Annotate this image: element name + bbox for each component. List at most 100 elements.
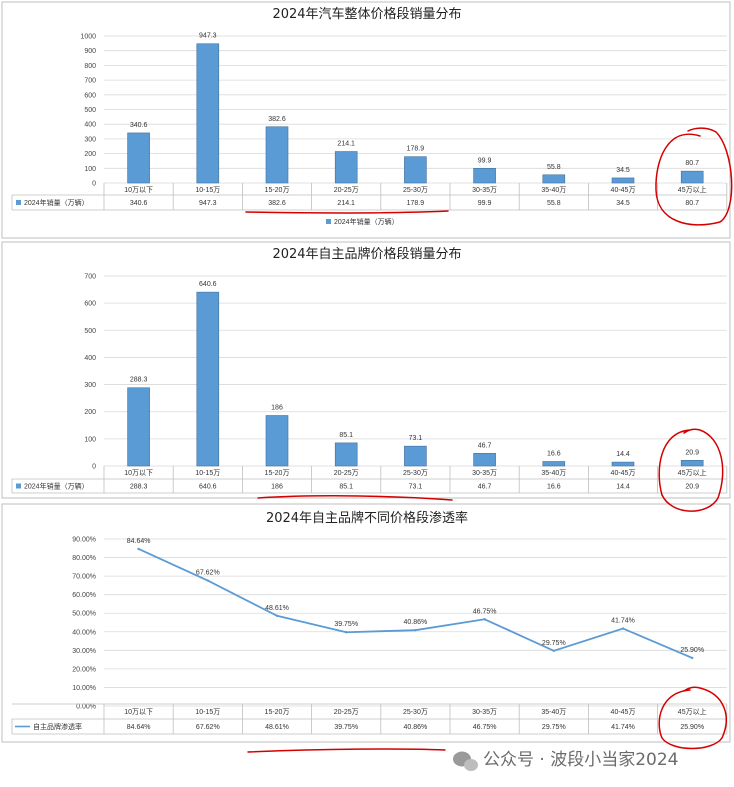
y-tick-label: 600: [84, 92, 96, 99]
data-label: 48.61%: [265, 605, 289, 612]
data-label: 46.7: [478, 442, 492, 449]
data-label: 382.6: [268, 116, 286, 123]
y-tick-label: 100: [84, 166, 96, 173]
series-line: [138, 548, 693, 659]
legend-key: [16, 200, 21, 205]
data-label: 73.1: [409, 435, 423, 442]
category-label: 40-45万: [611, 469, 636, 477]
data-label: 39.75%: [334, 621, 358, 628]
y-tick-label: 300: [84, 382, 96, 389]
annotations: [245, 127, 733, 753]
y-tick-label: 400: [84, 355, 96, 362]
table-value: 34.5: [616, 200, 630, 207]
table-value: 947.3: [199, 200, 217, 207]
bar: [265, 415, 289, 467]
chart-title: 2024年汽车整体价格段销量分布: [272, 6, 461, 22]
category-label: 25-30万: [403, 186, 428, 194]
category-label: 25-30万: [403, 469, 428, 477]
data-label: 34.5: [616, 167, 630, 174]
bar: [680, 460, 704, 467]
table-value: 382.6: [268, 200, 286, 207]
y-tick-label: 200: [84, 151, 96, 158]
table-value: 67.62%: [196, 724, 220, 731]
bar: [334, 151, 358, 184]
category-label: 45万以上: [678, 185, 707, 194]
point: [691, 656, 694, 660]
data-label: 288.3: [130, 377, 148, 384]
table-value: 20.9: [685, 484, 699, 491]
annotation-circle-3: [658, 686, 727, 750]
bar: [611, 461, 635, 467]
y-tick-label: 10.00%: [72, 685, 96, 692]
category-label: 40-45万: [611, 186, 636, 194]
y-tick-label: 800: [84, 63, 96, 70]
table-value: 25.90%: [680, 724, 704, 731]
table-row-label: 2024年销量（万辆）: [24, 198, 89, 207]
legend-chart-1: 2024年销量（万辆）: [326, 217, 399, 226]
data-label: 80.7: [685, 160, 699, 167]
category-label: 10万以下: [124, 469, 153, 477]
table-value: 73.1: [409, 484, 423, 491]
y-tick-label: 200: [84, 409, 96, 416]
table-value: 85.1: [339, 484, 353, 491]
legend-key: [16, 483, 21, 489]
table-value: 340.6: [130, 200, 148, 207]
panel-frame-2: [1, 241, 731, 499]
chart-3: 2024年自主品牌不同价格段渗透率 0.00% 10.00% 20.00% 30.00%…: [11, 510, 728, 735]
bar: [473, 168, 496, 184]
y-tick-label: 50.00%: [72, 611, 96, 618]
data-label: 84.64%: [127, 538, 151, 545]
data-label: 20.9: [685, 449, 699, 456]
watermark: 公众号 · 波段小当家2024: [453, 750, 678, 771]
category-label: 20-25万: [334, 186, 359, 194]
table-row-label: 自主品牌渗透率: [33, 722, 82, 731]
data-label: 55.8: [547, 164, 561, 171]
category-label: 40-45万: [611, 708, 636, 716]
annotation-circle-2: [658, 428, 724, 512]
table-value: 186: [271, 484, 283, 491]
data-label: 16.6: [547, 450, 561, 457]
annotation-circle-1: [655, 127, 733, 226]
point: [137, 547, 140, 551]
y-tick-label: 0: [92, 181, 96, 188]
legend-label: 2024年销量（万辆）: [334, 217, 399, 226]
category-label: 15-20万: [265, 469, 290, 477]
table-value: 288.3: [130, 484, 148, 491]
bar: [404, 445, 427, 467]
category-label: 10-15万: [195, 186, 220, 194]
data-label: 25.90%: [680, 647, 704, 654]
bar: [404, 156, 427, 184]
table-row-label: 2024年销量（万辆）: [24, 482, 89, 491]
table-value: 640.6: [199, 484, 217, 491]
bar: [680, 170, 704, 184]
category-label: 35-40万: [541, 708, 566, 716]
data-label: 947.3: [199, 33, 217, 40]
watermark-text: 公众号 · 波段小当家2024: [483, 750, 678, 770]
table-value: 178.9: [407, 200, 425, 207]
data-label: 85.1: [339, 432, 353, 439]
y-tick-label: 1000: [80, 34, 96, 41]
data-label: 186: [271, 405, 283, 412]
y-tick-label: 30.00%: [72, 648, 96, 655]
table-value: 14.4: [616, 484, 630, 491]
bar: [611, 177, 635, 184]
data-label: 46.75%: [473, 608, 497, 615]
data-label: 99.9: [478, 157, 492, 164]
point: [345, 631, 348, 634]
point: [483, 618, 486, 621]
table-value: 39.75%: [334, 724, 358, 731]
category-label: 10万以下: [124, 708, 153, 716]
panel-frame-1: [1, 1, 731, 239]
point: [206, 579, 209, 582]
table-value: 16.6: [547, 484, 561, 491]
wechat-icon-bubble: [464, 759, 478, 771]
category-label: 30-35万: [472, 186, 497, 194]
table-value: 46.75%: [473, 724, 497, 731]
category-label: 10万以下: [124, 186, 153, 194]
category-label: 45万以上: [678, 468, 707, 477]
data-label: 40.86%: [404, 619, 428, 626]
y-tick-label: 0.00%: [76, 704, 96, 711]
y-tick-label: 20.00%: [72, 666, 96, 673]
category-label: 35-40万: [541, 469, 566, 477]
